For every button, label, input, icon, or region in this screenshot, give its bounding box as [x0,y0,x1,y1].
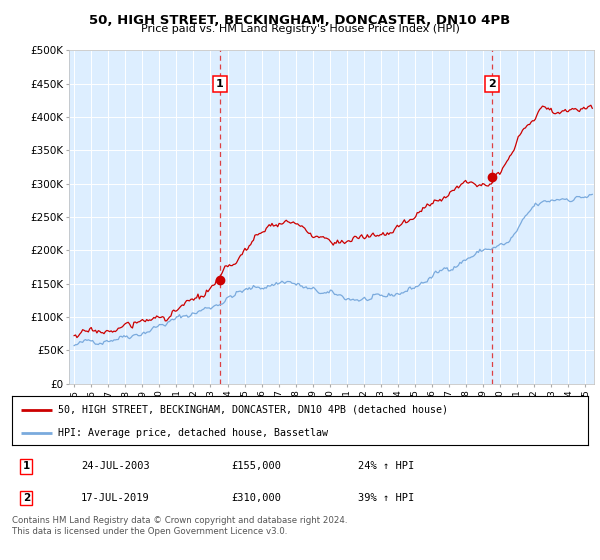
Text: HPI: Average price, detached house, Bassetlaw: HPI: Average price, detached house, Bass… [58,428,328,438]
Text: 50, HIGH STREET, BECKINGHAM, DONCASTER, DN10 4PB (detached house): 50, HIGH STREET, BECKINGHAM, DONCASTER, … [58,405,448,415]
Text: 17-JUL-2019: 17-JUL-2019 [81,493,150,503]
Text: 24-JUL-2003: 24-JUL-2003 [81,461,150,472]
Text: Price paid vs. HM Land Registry's House Price Index (HPI): Price paid vs. HM Land Registry's House … [140,24,460,34]
Text: 2: 2 [23,493,30,503]
Text: 50, HIGH STREET, BECKINGHAM, DONCASTER, DN10 4PB: 50, HIGH STREET, BECKINGHAM, DONCASTER, … [89,14,511,27]
Text: 2: 2 [488,79,496,88]
Text: 39% ↑ HPI: 39% ↑ HPI [358,493,414,503]
Text: 1: 1 [216,79,224,88]
Text: Contains HM Land Registry data © Crown copyright and database right 2024.
This d: Contains HM Land Registry data © Crown c… [12,516,347,536]
Text: £310,000: £310,000 [231,493,281,503]
Text: £155,000: £155,000 [231,461,281,472]
Text: 24% ↑ HPI: 24% ↑ HPI [358,461,414,472]
Text: 1: 1 [23,461,30,472]
